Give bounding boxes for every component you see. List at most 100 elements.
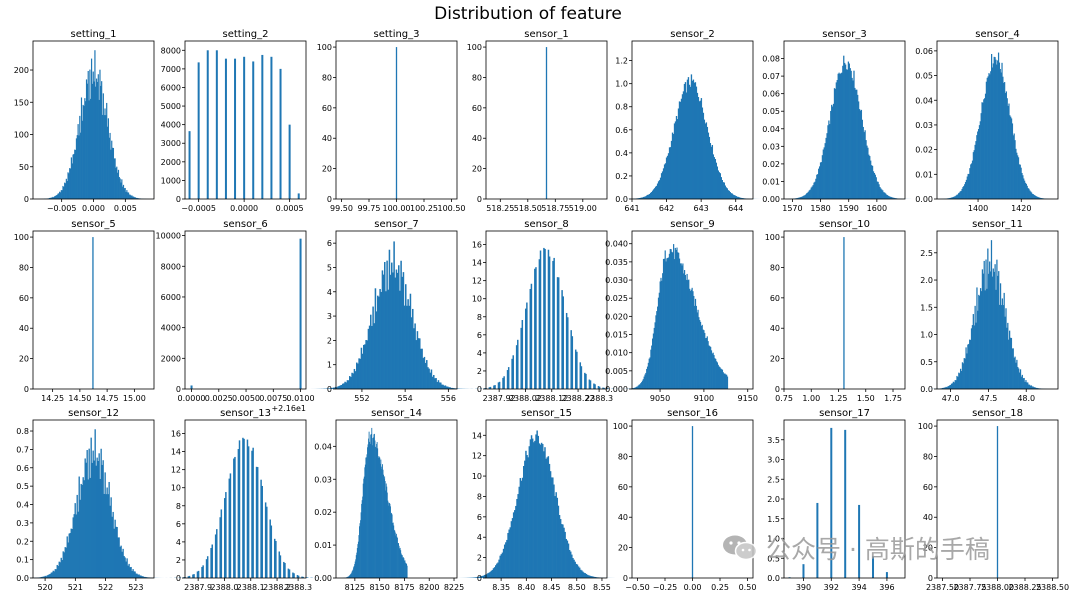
histogram-bar — [701, 324, 703, 389]
histogram-bar — [77, 511, 79, 578]
histogram-bar — [394, 277, 397, 389]
histogram-bar — [378, 296, 380, 389]
x-tick-label: 0.000 — [82, 204, 105, 213]
histogram-bar — [636, 386, 639, 389]
histogram-bar — [115, 167, 117, 199]
x-tick-label: 0.0075 — [259, 394, 287, 403]
axes-frame — [485, 230, 608, 390]
histogram-bar — [670, 140, 673, 199]
y-tick-label: 0.030 — [605, 276, 628, 285]
histogram-bar — [1016, 152, 1018, 199]
histogram-bar — [135, 197, 137, 199]
y-tick-label: 0.7 — [16, 445, 29, 454]
y-tick-label: 100 — [918, 422, 933, 431]
y-tick-label: 1.5 — [767, 515, 780, 524]
histogram-bar — [202, 565, 204, 578]
histogram-bar — [68, 173, 70, 199]
histogram-bar — [219, 517, 221, 578]
histogram-bar — [1036, 387, 1038, 389]
histogram-bar — [982, 102, 984, 199]
histogram-bar — [536, 430, 538, 578]
histogram-bar — [549, 471, 552, 578]
histogram-bar — [673, 123, 676, 199]
histogram-bar — [1037, 196, 1039, 199]
y-tick-label: 0.0 — [615, 195, 628, 204]
histogram-bar — [57, 193, 59, 199]
histogram-bar — [346, 380, 349, 389]
histogram-bar — [399, 548, 401, 578]
histogram-bar — [41, 576, 43, 578]
histogram-bar — [514, 510, 516, 578]
histogram-bar — [589, 575, 591, 578]
histogram-bar — [858, 109, 861, 199]
y-tick-label: 0.01 — [314, 541, 332, 550]
histogram-bar — [92, 71, 94, 199]
histogram-bars — [395, 47, 398, 199]
histogram-bar — [135, 573, 137, 578]
y-tick-label: 0.4 — [16, 501, 29, 510]
histogram-bar — [960, 190, 962, 199]
histogram-bar — [131, 195, 133, 199]
histogram-bar — [388, 249, 391, 389]
y-tick-label: 0.01 — [915, 170, 933, 179]
y-tick-label: 0.1 — [16, 556, 29, 565]
histogram-bar — [799, 197, 801, 199]
histogram-bars — [545, 47, 548, 199]
histogram-bar — [710, 146, 713, 199]
x-tick-label: 2388.02 — [509, 394, 542, 403]
histogram-bar — [951, 197, 954, 199]
histogram-bar — [892, 197, 894, 199]
histogram-bar — [576, 351, 578, 389]
histogram-bar — [857, 101, 860, 199]
histogram-bar — [355, 559, 357, 578]
histogram-bar — [401, 554, 403, 578]
histogram-bar — [539, 444, 542, 578]
histogram-bar — [216, 529, 218, 578]
histogram-bar — [1009, 330, 1011, 389]
histogram-bar — [50, 197, 52, 199]
y-tick-label: 10 — [472, 472, 482, 481]
histogram-bar — [144, 576, 146, 578]
histogram-bar — [90, 58, 93, 199]
histogram-bar — [361, 353, 364, 389]
histogram-bar — [65, 547, 67, 578]
histogram-bar — [119, 178, 121, 199]
histogram-bar — [708, 136, 711, 199]
histogram-bar — [654, 186, 657, 199]
histogram-bar — [1028, 384, 1030, 389]
histogram-bar — [983, 99, 985, 199]
histogram-bar — [401, 276, 404, 389]
histogram-bar — [550, 477, 553, 578]
histogram-bar — [858, 504, 861, 578]
x-tick-label: 0.0050 — [232, 394, 260, 403]
panel-title: sensor_5 — [71, 219, 116, 230]
histogram-bar — [677, 252, 679, 389]
histogram-bar — [814, 181, 816, 199]
histogram-bar — [252, 447, 254, 578]
x-tick-label: 0.0000 — [230, 204, 258, 213]
histogram-bar — [686, 79, 689, 199]
histogram-bar — [375, 446, 376, 578]
histogram-bar — [643, 376, 645, 389]
histogram-bars — [843, 237, 845, 389]
histogram-bar — [703, 330, 705, 389]
histogram-bar — [719, 367, 721, 389]
histogram-bar — [633, 387, 635, 389]
histogram-bar — [412, 308, 414, 389]
histogram-bar — [278, 551, 281, 578]
histogram-bar — [423, 356, 426, 389]
histogram-bar — [1035, 195, 1037, 199]
histogram-bar — [685, 279, 687, 389]
histogram-bar — [118, 537, 120, 578]
histogram-bar — [1022, 175, 1024, 199]
histogram-bar — [247, 446, 250, 578]
histogram-bar — [1041, 198, 1043, 199]
histogram-bar — [885, 194, 888, 199]
histogram-bar — [78, 476, 80, 578]
histogram-bar — [979, 295, 981, 389]
histogram-bar — [329, 388, 331, 389]
histogram-bar — [264, 502, 267, 578]
histogram-bar — [978, 294, 980, 389]
histogram-bar — [806, 192, 809, 199]
x-tick-label: 518.25 — [486, 204, 514, 213]
